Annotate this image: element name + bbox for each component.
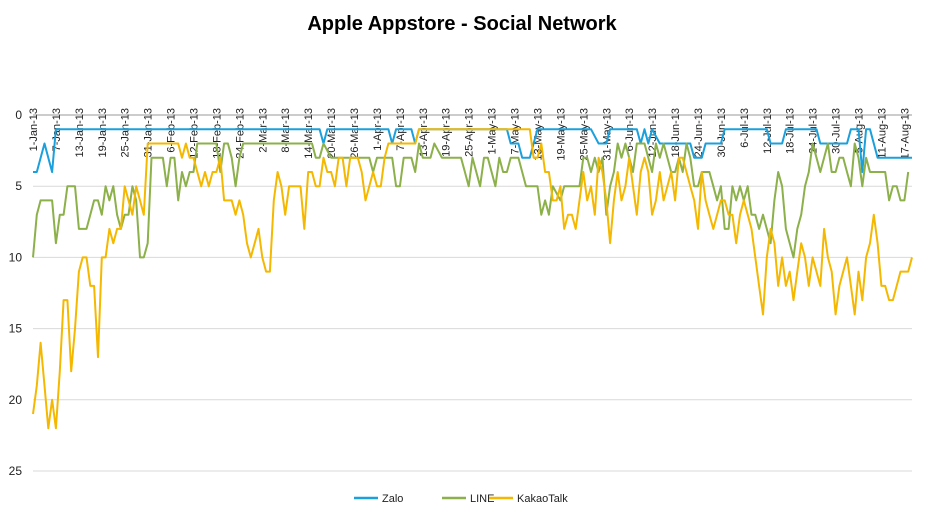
y-tick-label: 10 (9, 250, 23, 264)
y-tick-label: 20 (9, 393, 23, 407)
y-tick-label: 25 (9, 464, 23, 478)
x-tick-label: 18-Feb-13 (211, 108, 223, 159)
x-tick-label: 11-Aug-13 (876, 108, 888, 159)
x-tick-label: 24-Jul-13 (808, 108, 820, 154)
x-tick-label: 26-Mar-13 (349, 108, 361, 159)
x-tick-label: 31-Jan-13 (143, 108, 155, 158)
x-tick-label: 17-Aug-13 (899, 108, 911, 159)
x-tick-label: 19-Apr-13 (441, 108, 453, 157)
x-tick-label: 19-Jan-13 (97, 108, 109, 158)
x-tick-label: 2-Mar-13 (257, 108, 269, 153)
x-tick-label: 13-Jan-13 (74, 108, 86, 158)
x-axis-tick-labels: 1-Jan-13 7-Jan-13 13-Jan-13 19-Jan-13 25-Jan… (28, 108, 911, 161)
chart-title: Apple Appstore - Social Network (307, 13, 617, 35)
x-tick-label: 1-May-13 (487, 108, 499, 154)
x-tick-label: 18-Jun-13 (670, 108, 682, 158)
x-tick-label: 25-Apr-13 (464, 108, 476, 157)
legend-label-zalo: Zalo (382, 493, 403, 505)
x-tick-label: 6-Feb-13 (166, 108, 178, 153)
y-axis-tick-labels: 0 5 10 15 20 25 (9, 108, 23, 478)
x-tick-label: 30-Jul-13 (831, 108, 843, 154)
y-tick-label: 15 (9, 322, 23, 336)
legend: Zalo LINE KakaoTalk (354, 493, 568, 505)
x-tick-label: 30-Jun-13 (716, 108, 728, 158)
x-tick-label: 6-Jul-13 (739, 108, 751, 148)
legend-label-line: LINE (470, 493, 494, 505)
series-line-kakaotalk (32, 128, 913, 430)
x-tick-label: 19-May-13 (555, 108, 567, 161)
x-tick-label: 24-Jun-13 (693, 108, 705, 158)
series-lines (32, 128, 913, 430)
x-tick-label: 31-May-13 (601, 108, 613, 161)
y-tick-label: 0 (15, 108, 22, 122)
x-tick-label: 25-Jan-13 (120, 108, 132, 158)
x-tick-label: 13-Apr-13 (418, 108, 430, 157)
y-tick-label: 5 (15, 179, 22, 193)
x-tick-label: 12-Feb-13 (189, 108, 201, 159)
x-tick-label: 20-Mar-13 (326, 108, 338, 159)
x-tick-label: 8-Mar-13 (280, 108, 292, 153)
x-tick-label: 1-Jan-13 (28, 108, 40, 151)
series-line-line (32, 142, 910, 259)
x-tick-label: 25-May-13 (578, 108, 590, 161)
legend-label-kakaotalk: KakaoTalk (517, 493, 568, 505)
x-tick-label: 18-Jul-13 (785, 108, 797, 154)
